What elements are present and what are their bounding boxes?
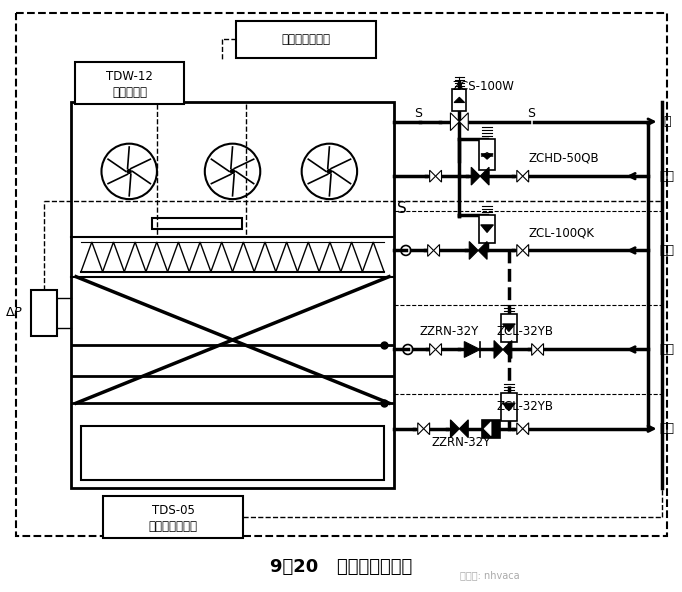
- Polygon shape: [522, 423, 529, 435]
- Polygon shape: [522, 244, 529, 256]
- Polygon shape: [436, 170, 441, 182]
- Text: 微信号: nhvaca: 微信号: nhvaca: [460, 570, 520, 580]
- Bar: [452, 89, 466, 111]
- Circle shape: [327, 169, 331, 173]
- Polygon shape: [517, 244, 522, 256]
- Polygon shape: [503, 340, 512, 358]
- Polygon shape: [436, 343, 441, 355]
- Polygon shape: [481, 153, 493, 156]
- Text: ZCL-32YB: ZCL-32YB: [497, 400, 554, 413]
- Bar: [501, 314, 517, 342]
- Polygon shape: [464, 342, 480, 358]
- Polygon shape: [450, 420, 460, 437]
- Circle shape: [128, 169, 131, 173]
- Polygon shape: [481, 225, 493, 233]
- Text: ZCHD-50QB: ZCHD-50QB: [529, 152, 599, 165]
- Polygon shape: [537, 343, 544, 355]
- Polygon shape: [503, 403, 515, 411]
- Text: TDS-05: TDS-05: [151, 504, 194, 517]
- Polygon shape: [532, 343, 537, 355]
- Bar: [16, 13, 667, 536]
- Bar: [103, 496, 243, 538]
- Bar: [479, 139, 495, 170]
- Polygon shape: [494, 340, 503, 358]
- Bar: [31, 290, 57, 336]
- Bar: [81, 426, 384, 481]
- Polygon shape: [471, 168, 480, 185]
- Text: 温度控制器: 温度控制器: [112, 86, 147, 99]
- Text: S: S: [414, 107, 421, 120]
- Polygon shape: [478, 242, 487, 259]
- Bar: [482, 420, 500, 437]
- Polygon shape: [517, 170, 522, 182]
- Text: 排液: 排液: [660, 422, 674, 435]
- Bar: [75, 62, 184, 104]
- Polygon shape: [454, 97, 464, 102]
- Bar: [71, 102, 394, 488]
- Polygon shape: [517, 423, 522, 435]
- Text: 供液: 供液: [660, 343, 674, 356]
- Polygon shape: [480, 168, 489, 185]
- Text: $\Delta P$: $\Delta P$: [5, 306, 24, 319]
- Text: 水: 水: [664, 115, 671, 128]
- Polygon shape: [469, 242, 478, 259]
- Polygon shape: [522, 170, 529, 182]
- Polygon shape: [484, 422, 491, 436]
- Text: 回气: 回气: [660, 244, 674, 257]
- Polygon shape: [430, 343, 436, 355]
- Bar: [479, 215, 495, 243]
- Polygon shape: [418, 423, 424, 435]
- Polygon shape: [460, 112, 469, 131]
- Text: ZZRN-32Y: ZZRN-32Y: [432, 436, 491, 449]
- Text: 融霜程序控制器: 融霜程序控制器: [149, 520, 198, 533]
- Text: S: S: [527, 107, 535, 120]
- Polygon shape: [460, 420, 469, 437]
- Text: ZCL-100QK: ZCL-100QK: [529, 226, 595, 239]
- Text: TDW-12: TDW-12: [106, 70, 153, 83]
- Text: 冻结时间控制器: 冻结时间控制器: [281, 33, 330, 46]
- Bar: [501, 393, 517, 421]
- Polygon shape: [450, 112, 460, 131]
- Circle shape: [231, 169, 235, 173]
- Bar: [152, 218, 242, 229]
- Text: ZCL-32YB: ZCL-32YB: [497, 325, 554, 338]
- Polygon shape: [481, 154, 493, 159]
- Polygon shape: [434, 244, 439, 256]
- Text: ZZRN-32Y: ZZRN-32Y: [419, 325, 479, 338]
- Text: S: S: [397, 201, 406, 216]
- Polygon shape: [424, 423, 430, 435]
- Polygon shape: [503, 324, 515, 332]
- Polygon shape: [428, 244, 434, 256]
- Text: 热氨: 热氨: [660, 170, 674, 183]
- Text: 9－20   冻结间自控装置: 9－20 冻结间自控装置: [270, 558, 413, 577]
- Bar: [235, 21, 376, 58]
- Text: ZCS-100W: ZCS-100W: [452, 79, 514, 92]
- Polygon shape: [430, 170, 436, 182]
